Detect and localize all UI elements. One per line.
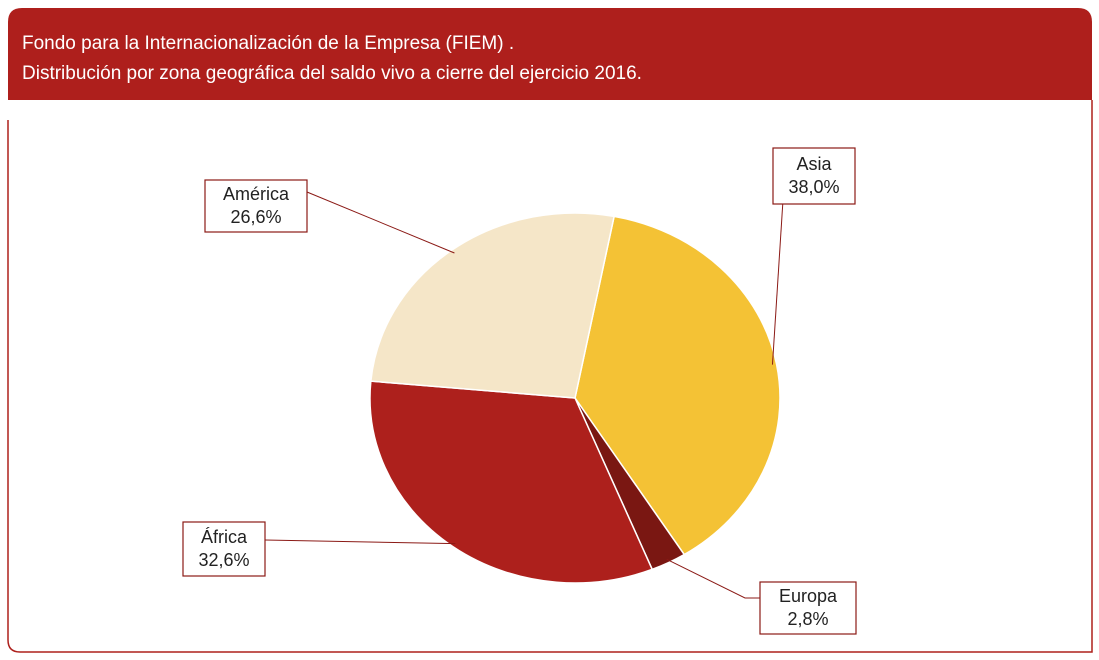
leader-line xyxy=(666,558,760,599)
label-box xyxy=(772,147,856,205)
category-label: África xyxy=(201,527,248,547)
category-label: Asia xyxy=(796,154,832,174)
pie-slice xyxy=(369,380,654,584)
label-box xyxy=(204,179,308,233)
data-label: 2,8% xyxy=(787,609,828,629)
chart-title: Fondo para la Internacionalización de la… xyxy=(22,33,514,54)
label-box xyxy=(182,521,266,577)
category-label: Europa xyxy=(779,586,838,606)
leader-line xyxy=(264,539,456,545)
leader-line xyxy=(771,199,784,365)
data-label: 26,6% xyxy=(230,207,281,227)
header xyxy=(8,8,1092,100)
chart-title: Distribución por zona geográfica del sal… xyxy=(22,63,642,84)
category-label: América xyxy=(223,184,290,204)
data-label: 32,6% xyxy=(198,550,249,570)
pie-slice xyxy=(370,212,616,399)
pie-slice xyxy=(574,215,781,556)
label-box xyxy=(759,581,857,635)
data-label: 38,0% xyxy=(788,177,839,197)
leader-line xyxy=(306,191,455,254)
